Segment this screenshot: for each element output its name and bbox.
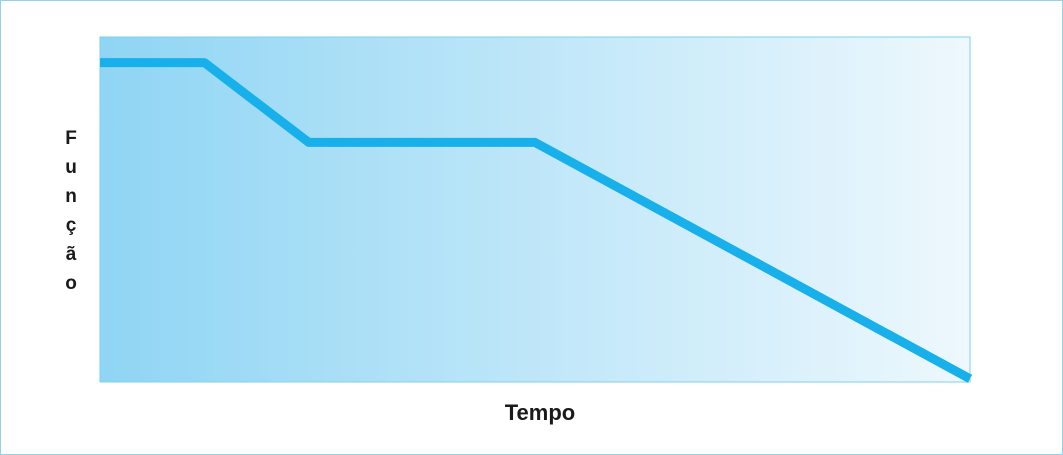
y-axis-label: F u n ç ã o: [56, 124, 86, 298]
y-axis-label-char: F: [65, 128, 77, 149]
y-axis-label-char: n: [65, 186, 77, 207]
y-axis-label-char: o: [65, 273, 77, 294]
plot-area: [99, 36, 971, 383]
y-axis-label-char: u: [65, 157, 77, 178]
series-line: [100, 58, 973, 383]
y-axis-label-char: ç: [65, 215, 77, 236]
y-axis-label-char: ã: [65, 244, 77, 265]
series-group: [100, 58, 973, 383]
x-axis-label: Tempo: [504, 400, 576, 425]
